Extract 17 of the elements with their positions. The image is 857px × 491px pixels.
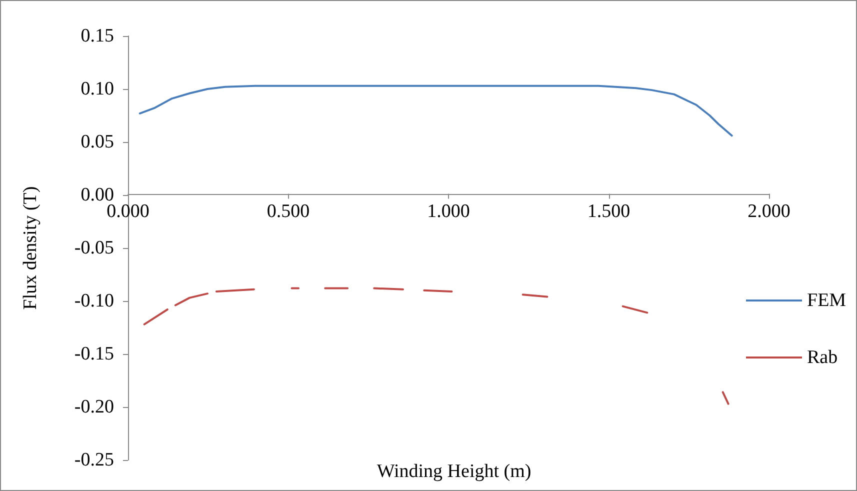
x-tick-label: 0.500 [266, 200, 310, 222]
y-axis-title: Flux density (T) [20, 186, 41, 310]
line-series [138, 84, 733, 137]
legend-label: FEM [807, 290, 846, 311]
x-tick-label: 1.500 [587, 200, 630, 222]
x-tick-label: 2.000 [748, 200, 790, 222]
y-tick-label: 0.15 [80, 26, 114, 46]
y-tick-label: 0.05 [80, 132, 114, 152]
y-tick-label: -0.25 [74, 450, 114, 470]
y-tick-label: -0.05 [74, 238, 114, 258]
legend-label: Rab [807, 347, 838, 368]
y-tick-label: -0.20 [74, 396, 114, 418]
x-tick-label: 1.000 [427, 200, 470, 222]
y-tick-label: -0.15 [74, 344, 114, 364]
y-tick-label: 0.10 [80, 78, 114, 100]
y-tick-label: -0.10 [74, 290, 114, 312]
x-axis-title: Winding Height (m) [376, 461, 532, 482]
